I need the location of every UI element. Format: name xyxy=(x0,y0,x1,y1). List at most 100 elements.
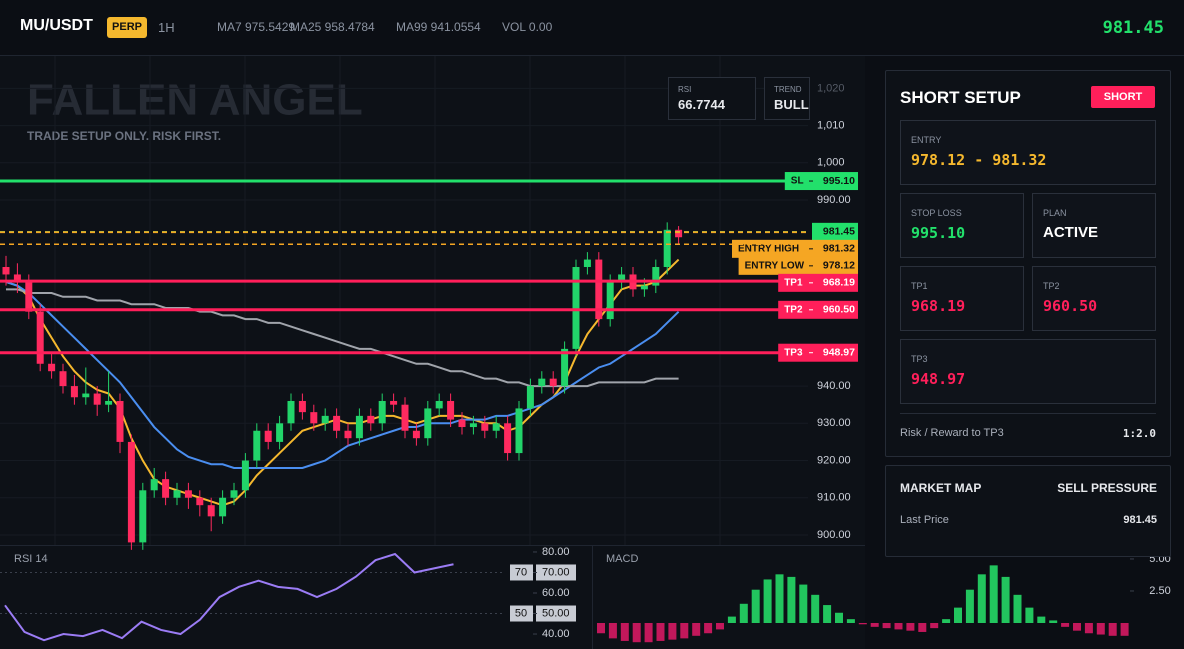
tick-bg xyxy=(536,564,576,581)
macd-bar xyxy=(846,619,855,623)
candle-body xyxy=(572,267,580,349)
y-tick-label: 1,010 xyxy=(817,119,845,131)
macd-bar xyxy=(704,623,713,634)
candle-body xyxy=(162,479,170,498)
macd-bar xyxy=(799,584,808,623)
level-tag xyxy=(510,564,533,581)
candle-body xyxy=(344,430,352,439)
level-name: TP1 xyxy=(784,277,803,288)
candle-body xyxy=(139,490,147,543)
last-price: 981.45 xyxy=(1102,18,1164,38)
info-value: 66.7744 xyxy=(678,97,725,112)
macd-bar xyxy=(775,574,784,623)
box-value: 978.12 - 981.32 xyxy=(911,151,1047,169)
level-value: 981.45 xyxy=(823,226,855,238)
candle-body xyxy=(492,423,500,431)
y-tick-label: 930.00 xyxy=(817,417,851,429)
level-value: 70 xyxy=(515,566,527,578)
ma-line xyxy=(6,288,679,388)
tp-box: TP1 968.19 xyxy=(900,266,1024,331)
level-tag xyxy=(732,239,858,258)
market-status: SELL PRESSURE xyxy=(1057,481,1157,495)
rr-value: 1:2.0 xyxy=(1122,427,1156,440)
rsi-line xyxy=(4,552,454,642)
setup-card: SHORT SETUP SHORT ENTRY 978.12 - 981.32 … xyxy=(885,70,1171,457)
candle-body xyxy=(93,393,101,405)
level-name: ENTRY HIGH xyxy=(738,243,799,254)
candle-body xyxy=(458,419,466,428)
divider xyxy=(900,413,1156,414)
level-value: 968.19 xyxy=(823,277,855,289)
candle-body xyxy=(424,408,432,439)
macd-bar xyxy=(597,623,605,634)
candle-body xyxy=(321,415,329,424)
symbol: MU/USDT xyxy=(20,17,93,34)
ma-line xyxy=(5,280,680,469)
tick-bg xyxy=(536,605,576,622)
macd-bar xyxy=(1084,623,1093,634)
candle-body xyxy=(59,371,67,387)
info-label: TREND xyxy=(774,85,802,94)
level-tag xyxy=(778,343,858,362)
candle-body xyxy=(82,393,90,398)
candle-body xyxy=(253,430,261,461)
macd-bar xyxy=(870,623,879,627)
macd-bar xyxy=(1025,607,1034,623)
candle-body xyxy=(504,423,512,454)
macd-bar xyxy=(965,589,974,623)
y-tick-label: 60.00 xyxy=(542,587,570,599)
level-value: 50 xyxy=(515,607,527,619)
volume: VOL 0.00 xyxy=(502,20,553,34)
macd-bar xyxy=(668,623,677,640)
candle-body xyxy=(25,281,33,312)
sl-box: STOP LOSS 995.10 xyxy=(900,193,1024,258)
candle-body xyxy=(367,415,375,424)
watermark-title: FALLEN ANGEL xyxy=(27,76,363,125)
y-tick-label: 940.00 xyxy=(817,380,851,392)
candle-body xyxy=(401,404,409,431)
level-value: 978.12 xyxy=(823,260,855,272)
candle-body xyxy=(481,423,489,431)
info-box: TREND BULL xyxy=(764,77,810,120)
ma99: MA99 941.0554 xyxy=(396,20,481,34)
box-label: ENTRY xyxy=(911,135,942,145)
candle-body xyxy=(48,363,56,372)
box-label: TP2 xyxy=(1043,281,1060,291)
candle-body xyxy=(127,441,135,543)
candle-body xyxy=(333,415,341,431)
candle-body xyxy=(515,408,523,454)
market-card: MARKET MAP SELL PRESSURE Last Price 981.… xyxy=(885,465,1171,557)
candle-body xyxy=(207,505,215,517)
candle-body xyxy=(583,259,591,268)
level-name: TP3 xyxy=(784,347,803,358)
level-value: 981.32 xyxy=(823,243,855,255)
candle-body xyxy=(173,490,181,498)
box-label: STOP LOSS xyxy=(911,208,962,218)
macd-bar xyxy=(918,623,927,632)
level-tag xyxy=(778,273,858,292)
candle-body xyxy=(184,490,192,498)
macd-bar xyxy=(692,623,701,636)
macd-bar xyxy=(751,589,760,623)
box-value: 960.50 xyxy=(1043,297,1098,315)
side-badge[interactable]: SHORT xyxy=(1091,86,1155,108)
candle-body xyxy=(298,400,306,413)
candle-body xyxy=(116,400,124,442)
plan-box: PLAN ACTIVE xyxy=(1032,193,1156,258)
tp-box: TP2 960.50 xyxy=(1032,266,1156,331)
candle-body xyxy=(447,400,455,420)
level-tag xyxy=(738,256,858,275)
subtitle: TRADE SETUP ONLY. RISK FIRST. xyxy=(27,129,221,143)
ma7: MA7 975.5429 xyxy=(217,20,296,34)
last-value: 981.45 xyxy=(1123,514,1157,526)
macd-bar xyxy=(716,623,724,630)
candle-body xyxy=(276,423,284,442)
box-value: ACTIVE xyxy=(1043,224,1099,241)
candle-body xyxy=(549,378,557,387)
macd-bar xyxy=(1013,594,1022,623)
macd-bar xyxy=(930,623,939,629)
interval[interactable]: 1H xyxy=(158,20,175,35)
candle-body xyxy=(412,430,420,439)
macd-bar xyxy=(739,603,748,623)
